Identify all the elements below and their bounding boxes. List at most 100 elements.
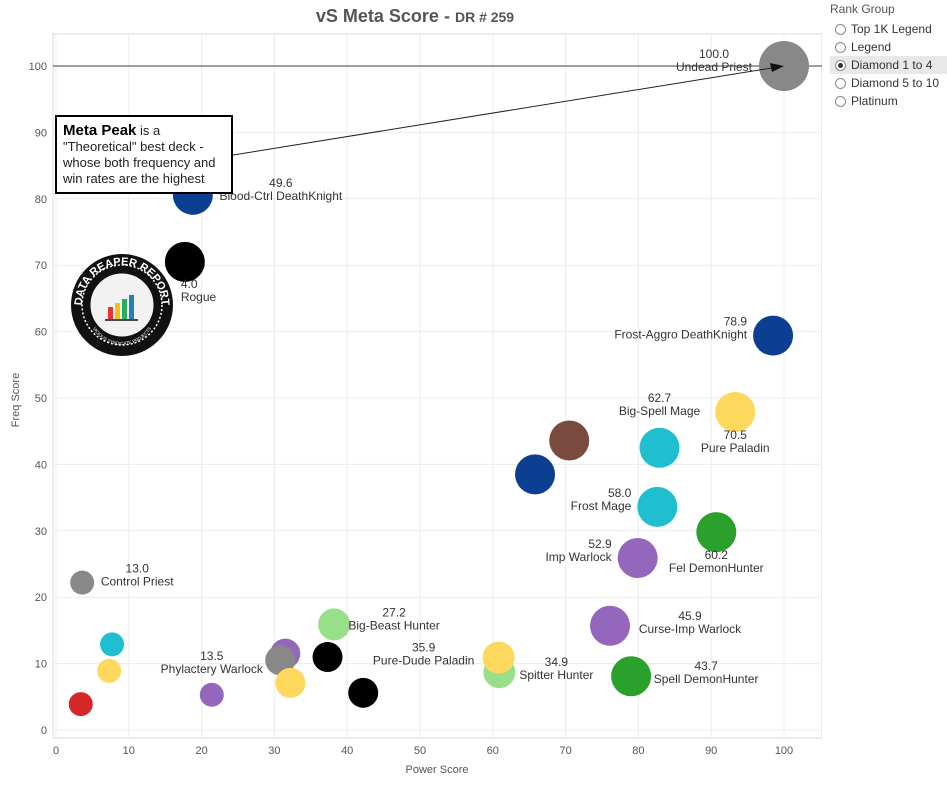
data-point[interactable] — [348, 677, 379, 708]
point-name-label: Pure Paladin — [701, 441, 770, 455]
radio-icon[interactable] — [835, 41, 846, 53]
chart-title-sub: DR # 259 — [454, 9, 515, 25]
x-tick-label: 50 — [414, 745, 426, 757]
point-score-label: 49.6 — [269, 176, 293, 190]
point-score-label: 27.2 — [382, 605, 406, 619]
data-point[interactable] — [312, 641, 343, 672]
point-score-label: 43.7 — [694, 659, 718, 673]
y-tick-label: 0 — [41, 725, 47, 737]
y-tick-label: 50 — [35, 393, 47, 405]
legend-item-1[interactable]: Legend — [830, 38, 947, 56]
x-tick-label: 100 — [775, 745, 793, 757]
x-tick-label: 0 — [53, 745, 59, 757]
point-name-label: Rogue — [181, 290, 217, 304]
data-point[interactable] — [100, 632, 125, 657]
x-tick-label: 20 — [195, 745, 207, 757]
legend-title: Rank Group — [830, 2, 895, 16]
point-name-label: Big-Spell Mage — [619, 404, 701, 418]
radio-icon[interactable] — [835, 77, 846, 89]
x-tick-label: 60 — [487, 745, 499, 757]
annotation-arrowhead — [770, 63, 784, 72]
data-point[interactable] — [696, 512, 737, 553]
data-points — [68, 41, 809, 717]
data-point[interactable] — [164, 241, 205, 282]
point-name-label: Spitter Hunter — [519, 668, 593, 682]
data-point[interactable] — [265, 645, 296, 676]
data-point[interactable] — [318, 608, 351, 641]
data-point[interactable] — [549, 420, 590, 461]
point-name-label: Blood-Ctrl DeathKnight — [219, 189, 342, 203]
data-point[interactable] — [199, 682, 224, 707]
legend-item-label: Platinum — [851, 94, 898, 108]
y-tick-label: 100 — [29, 61, 47, 73]
point-name-label: Imp Warlock — [545, 550, 612, 564]
point-score-label: 13.0 — [126, 562, 150, 576]
legend-items: Top 1K Legend Legend Diamond 1 to 4 Diamond… — [830, 20, 947, 110]
y-tick-label: 70 — [35, 260, 47, 272]
chart-title: vS Meta Score - DR # 259 — [315, 6, 515, 26]
legend-item-0[interactable]: Top 1K Legend — [830, 20, 947, 38]
x-tick-label: 80 — [632, 745, 644, 757]
legend-item-label: Diamond 1 to 4 — [851, 58, 933, 72]
data-point[interactable] — [611, 656, 652, 697]
scatter-chart: 0 10 20 30 40 50 60 70 80 90 100 0 10 20 30 40 50 60 70 80 9… — [10, 33, 822, 776]
point-score-label: 60.2 — [705, 548, 729, 562]
legend-item-3[interactable]: Diamond 5 to 10 — [830, 74, 947, 92]
data-point[interactable] — [715, 391, 756, 432]
x-tick-label: 30 — [268, 745, 280, 757]
point-name-label: Phylactery Warlock — [161, 662, 264, 676]
annotation-text: is a "Theoretical" best deck - whose bot… — [63, 123, 216, 186]
data-point[interactable] — [515, 454, 556, 495]
x-axis-label: Power Score — [406, 764, 469, 776]
data-point[interactable] — [590, 605, 631, 646]
data-point[interactable] — [639, 427, 680, 468]
point-score-label: 78.9 — [724, 315, 748, 329]
y-tick-label: 20 — [35, 592, 47, 604]
point-score-label: 52.9 — [588, 537, 612, 551]
annotation-arrow — [232, 66, 779, 156]
x-tick-label: 10 — [123, 745, 135, 757]
data-point[interactable] — [70, 570, 95, 595]
data-point[interactable] — [482, 641, 515, 674]
legend-item-2[interactable]: Diamond 1 to 4 — [830, 56, 947, 74]
point-score-label: 35.9 — [412, 641, 436, 655]
data-point[interactable] — [68, 692, 93, 717]
annotation-bold: Meta Peak — [63, 122, 137, 139]
point-name-label: Undead Priest — [676, 60, 753, 74]
point-name-label: Frost Mage — [571, 499, 632, 513]
meta-peak-annotation: Meta Peak is a "Theoretical" best deck -… — [55, 115, 233, 194]
y-tick-label: 60 — [35, 327, 47, 339]
legend-item-label: Legend — [851, 40, 892, 54]
point-name-label: Pure-Dude Paladin — [373, 654, 474, 668]
data-point[interactable] — [97, 658, 122, 683]
point-score-label: 58.0 — [608, 486, 632, 500]
chart-title-main: vS Meta Score — [315, 6, 439, 26]
point-name-label: Spell DemonHunter — [654, 672, 759, 686]
radio-icon[interactable] — [835, 23, 846, 35]
y-tick-label: 30 — [35, 526, 47, 538]
y-axis-label: Freq Score — [10, 373, 22, 427]
x-tick-label: 70 — [559, 745, 571, 757]
x-tick-label: 90 — [705, 745, 717, 757]
radio-icon[interactable] — [835, 59, 846, 71]
point-score-label: 70.5 — [724, 428, 748, 442]
point-score-label: 45.9 — [678, 609, 702, 623]
data-reaper-logo: DATA REAPER REPORT VICIOUS SYNDICATE PRO… — [71, 254, 173, 356]
data-point[interactable] — [637, 486, 678, 527]
x-tick-label: 40 — [341, 745, 353, 757]
legend-item-label: Top 1K Legend — [851, 22, 932, 36]
point-score-label: 4.0 — [181, 277, 198, 291]
point-score-label: 13.5 — [200, 649, 224, 663]
data-point[interactable] — [275, 667, 306, 698]
data-point[interactable] — [617, 538, 658, 579]
point-score-label: 62.7 — [648, 391, 672, 405]
point-score-label: 100.0 — [699, 47, 729, 61]
legend-item-4[interactable]: Platinum — [830, 92, 947, 110]
point-score-label: 34.9 — [545, 655, 569, 669]
point-name-label: Control Priest — [101, 575, 174, 589]
point-name-label: Fel DemonHunter — [669, 561, 764, 575]
radio-icon[interactable] — [835, 95, 846, 107]
point-name-label: Frost-Aggro DeathKnight — [614, 328, 747, 342]
data-point[interactable] — [753, 315, 794, 356]
